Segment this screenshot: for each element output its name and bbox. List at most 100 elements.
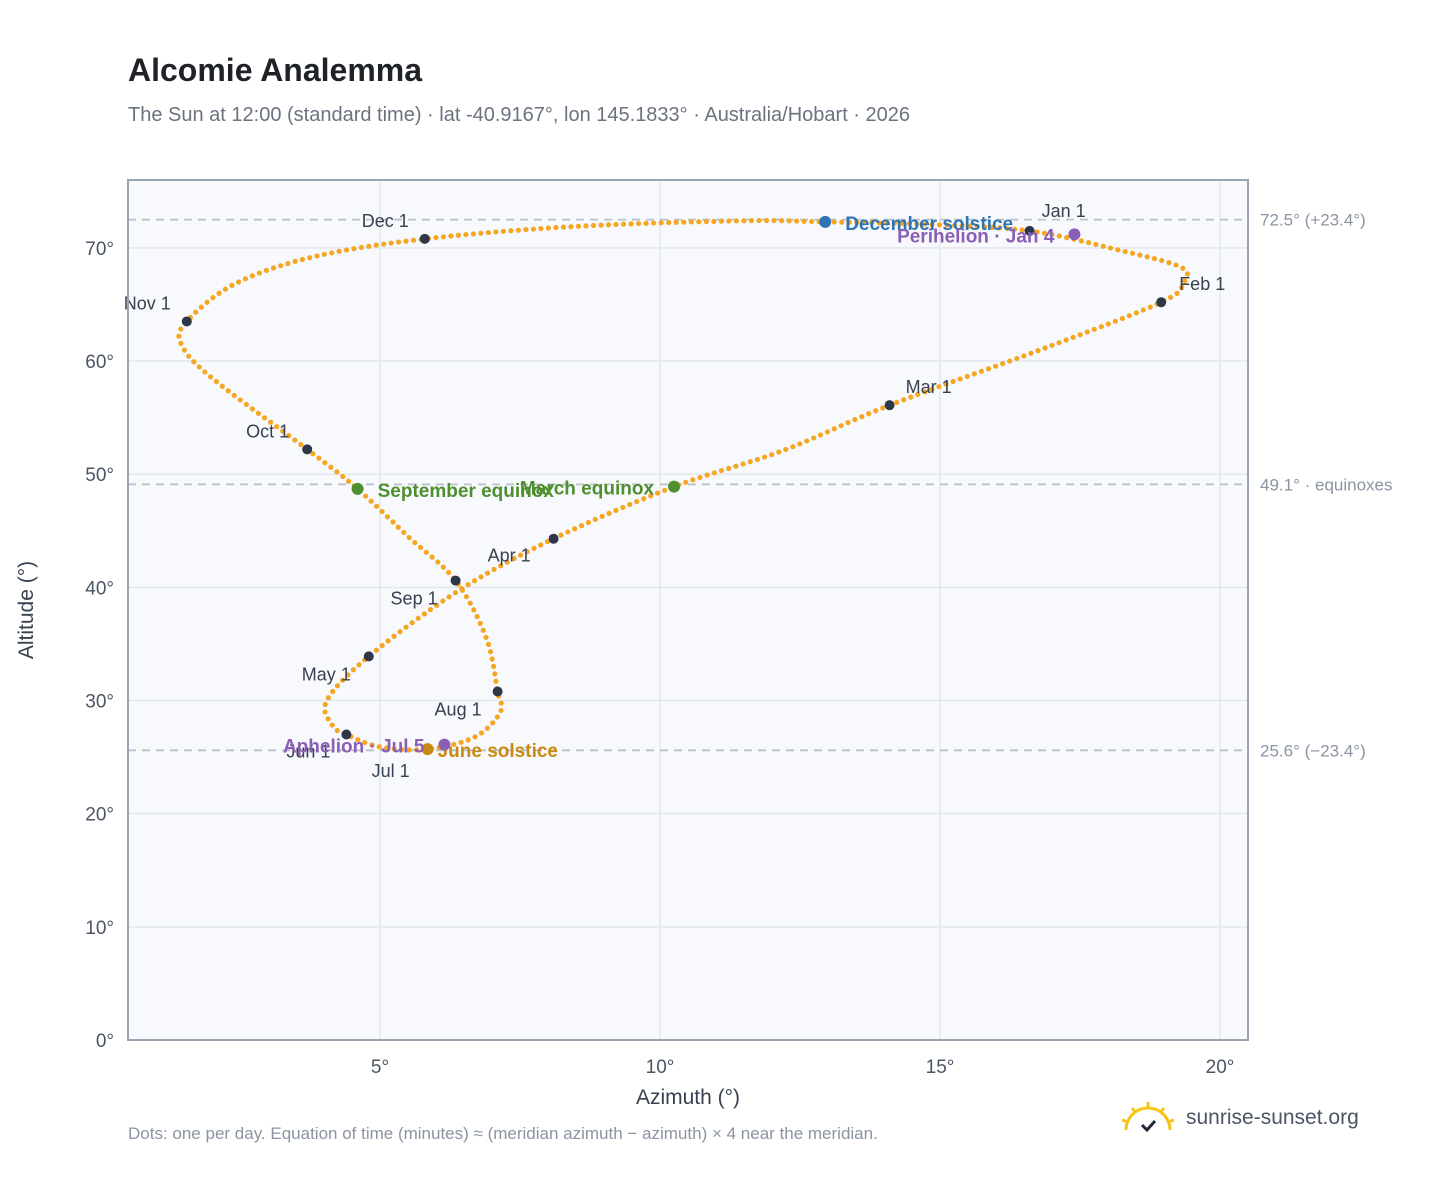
day-dot <box>255 410 262 416</box>
day-dot <box>494 714 500 720</box>
day-dot <box>322 460 328 466</box>
day-dot <box>196 364 202 370</box>
day-dot <box>620 221 627 227</box>
day-dot <box>971 371 977 377</box>
day-dot <box>1179 285 1185 291</box>
day-dot <box>421 611 427 617</box>
day-dot <box>771 217 777 224</box>
reference-line-label: 49.1° · equinoxes <box>1260 475 1393 494</box>
day-dot <box>459 587 466 593</box>
day-dot <box>583 223 589 229</box>
day-dot <box>176 333 182 339</box>
day-dot <box>181 347 187 353</box>
day-dot <box>467 600 473 606</box>
day-dot <box>605 222 612 228</box>
brand[interactable]: sunrise-sunset.org <box>1120 1100 1359 1136</box>
day-dot <box>493 229 499 235</box>
day-dot <box>1056 233 1062 239</box>
y-tick-label: 20° <box>85 805 114 826</box>
day-dot <box>1035 348 1041 354</box>
month-marker <box>1024 225 1035 236</box>
day-dot <box>478 230 484 236</box>
day-dot <box>943 381 949 387</box>
day-dot <box>477 620 483 627</box>
day-dot <box>989 224 995 230</box>
day-dot <box>236 279 242 285</box>
day-dot <box>368 498 374 504</box>
y-tick-label: 60° <box>85 352 114 373</box>
day-dot <box>403 624 409 630</box>
day-dot <box>1084 329 1090 335</box>
day-dot <box>1014 355 1020 362</box>
day-dot <box>718 467 725 474</box>
day-dot <box>1049 231 1055 238</box>
day-dot <box>1000 361 1006 367</box>
day-dot <box>740 461 746 467</box>
day-dot <box>776 449 782 455</box>
day-dot <box>263 267 270 274</box>
day-dot <box>748 218 755 224</box>
day-dot <box>1112 318 1118 324</box>
month-label: Dec 1 <box>362 211 409 231</box>
day-dot <box>704 472 710 478</box>
day-dot <box>325 695 332 701</box>
day-dot <box>286 432 292 439</box>
day-dot <box>568 224 574 230</box>
day-dot <box>666 219 672 226</box>
day-dot <box>688 219 694 225</box>
month-marker <box>1156 297 1167 308</box>
day-dot <box>446 594 452 600</box>
brand-name[interactable]: sunrise-sunset.org <box>1186 1106 1359 1129</box>
day-dot <box>401 529 407 536</box>
day-dot <box>415 615 421 621</box>
day-dot <box>391 633 397 639</box>
day-dot <box>395 524 401 530</box>
day-dot <box>373 242 379 248</box>
day-dot <box>480 627 486 633</box>
day-dot <box>846 219 852 225</box>
day-dot <box>440 598 446 604</box>
day-dot <box>366 243 372 249</box>
day-dot <box>455 232 462 238</box>
day-dot <box>1100 243 1106 249</box>
day-dot <box>620 504 626 511</box>
day-dot <box>1064 234 1070 241</box>
day-dot <box>655 490 661 496</box>
day-dot <box>202 369 208 375</box>
day-dot <box>560 224 567 230</box>
month-marker <box>419 233 430 244</box>
plot-area <box>128 180 1248 1040</box>
month-marker <box>363 651 374 662</box>
y-tick-label: 40° <box>85 578 114 599</box>
day-dot <box>249 273 255 279</box>
day-dot <box>448 233 454 239</box>
day-dot <box>219 383 225 389</box>
day-dot <box>186 353 192 359</box>
day-dot <box>1041 230 1048 236</box>
day-dot <box>379 642 385 649</box>
day-dot <box>761 454 768 460</box>
day-dot <box>854 219 860 225</box>
day-dot <box>409 620 415 626</box>
day-dot <box>237 397 243 403</box>
month-label: Feb 1 <box>1179 274 1225 294</box>
month-marker <box>884 400 895 411</box>
day-dot <box>523 227 529 233</box>
day-dot <box>517 552 524 558</box>
day-dot <box>681 219 687 225</box>
day-dot <box>498 700 504 706</box>
day-dot <box>756 217 762 224</box>
day-dot <box>809 218 815 225</box>
day-dot <box>500 228 506 234</box>
day-dot <box>922 389 928 395</box>
y-tick-label: 10° <box>85 918 114 939</box>
reference-lines: 72.5° (+23.4°) 49.1° · equinoxes 25.6° (−2… <box>128 211 1393 760</box>
month-marker <box>548 533 559 544</box>
day-dot <box>423 549 429 555</box>
day-dot <box>406 747 412 753</box>
day-dot <box>471 607 477 613</box>
day-dot <box>662 487 668 493</box>
day-dot <box>873 408 879 414</box>
day-dot <box>351 246 357 252</box>
